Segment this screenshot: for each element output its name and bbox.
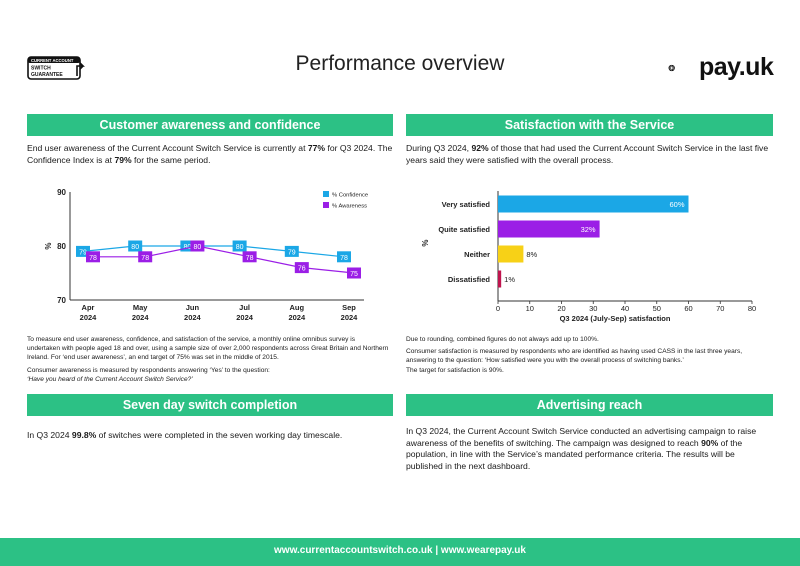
- x-tick-label-month: Apr: [82, 303, 95, 312]
- payuk-logo-text: pay.uk: [699, 53, 774, 81]
- x-tick-label: 70: [716, 304, 724, 313]
- satisfaction-bar-chart: 0 10 20 30 40 50 60 70 80 Q3 2024 (July-Sep) sati…: [421, 191, 756, 323]
- data-point-marker: [86, 251, 100, 263]
- data-label: 80: [131, 244, 139, 251]
- bar-value-label: 32%: [581, 225, 596, 234]
- data-label: 78: [89, 255, 97, 262]
- data-label: 78: [141, 255, 149, 262]
- cass-logo-line-3: GUARANTEE: [31, 72, 63, 78]
- y-tick-label: 80: [57, 242, 66, 251]
- data-point-marker: [128, 240, 143, 252]
- x-tick-label: 40: [621, 304, 629, 313]
- x-tick-label-year: 2024: [80, 313, 98, 322]
- legend-swatch: [323, 202, 329, 208]
- awareness-method-note: To measure end user awareness, confidenc…: [27, 336, 389, 361]
- series-line-confidence: [82, 245, 345, 258]
- switch-completion-value: 99.8%: [71, 430, 97, 440]
- data-point-marker: [242, 251, 257, 263]
- category-label: Very satisfied: [442, 200, 491, 209]
- advertising-target-value: 90%: [701, 437, 719, 448]
- category-label: Neither: [464, 250, 490, 259]
- legend-label: % Confidence: [332, 193, 368, 199]
- x-tick-label-year: 2024: [288, 313, 306, 322]
- x-tick-label: 30: [589, 304, 597, 313]
- category-label: Quite satisfied: [438, 225, 490, 234]
- bar: [498, 220, 600, 238]
- category-label: Dissatisfied: [448, 275, 491, 284]
- data-point-marker: [284, 245, 299, 257]
- bar: [498, 245, 524, 263]
- y-axis-label: %: [421, 239, 430, 246]
- x-tick-label-month: Sep: [342, 303, 356, 312]
- cass-guarantee-logo: CURRENT ACCOUNT SWITCH GUARANTEE: [27, 56, 85, 80]
- bar-value-label: 8%: [526, 250, 537, 259]
- data-point-marker: [294, 262, 309, 274]
- x-tick-label: 20: [557, 304, 565, 313]
- bar-value-label: 60%: [669, 200, 684, 209]
- bar: [498, 195, 689, 213]
- section-heading-awareness: Customer awareness and confidence: [27, 114, 393, 136]
- page-title: Performance overview: [295, 52, 505, 75]
- data-point-marker: [76, 245, 90, 257]
- x-tick-label-year: 2024: [341, 313, 359, 322]
- legend-label: % Awareness: [332, 204, 367, 210]
- satisfaction-value: 92%: [471, 143, 489, 153]
- x-tick-label: 10: [526, 304, 534, 313]
- data-label: 78: [246, 255, 254, 262]
- switch-intro: In Q3 2024 99.8% of switches were comple…: [27, 430, 343, 440]
- x-tick-label-year: 2024: [236, 313, 254, 322]
- y-axis-label: %: [44, 242, 53, 249]
- payuk-logo-mark: [668, 64, 675, 72]
- x-tick-label-month: Jun: [186, 303, 200, 312]
- y-tick-label: 70: [57, 296, 66, 305]
- footer-bar: [0, 538, 800, 566]
- x-tick-label: 0: [496, 304, 500, 313]
- confidence-value: 79%: [114, 154, 132, 165]
- satisfaction-method-note: Consumer satisfaction is measured by res…: [406, 348, 743, 364]
- awareness-question-note: Consumer awareness is measured by respon…: [27, 367, 270, 374]
- satisfaction-rounding-note: Due to rounding, combined figures do not…: [406, 336, 599, 343]
- x-tick-label-month: Jul: [239, 303, 250, 312]
- data-point-marker: [347, 267, 361, 279]
- bar-value-label: 1%: [504, 275, 515, 284]
- awareness-value: 77%: [307, 143, 326, 153]
- x-tick-label-month: Aug: [290, 303, 305, 312]
- advertising-intro: In Q3 2024, the Current Account Switch S…: [406, 426, 757, 471]
- x-tick-label-month: May: [133, 303, 148, 312]
- data-point-marker: [180, 240, 195, 252]
- y-tick-label: 90: [57, 188, 66, 197]
- satisfaction-intro: During Q3 2024, 92% of those that had us…: [406, 143, 769, 165]
- x-tick-label-year: 2024: [184, 313, 202, 322]
- series-line-awareness: [93, 245, 355, 274]
- legend-swatch: [323, 191, 329, 197]
- x-tick-label-year: 2024: [132, 313, 150, 322]
- satisfaction-target-note: The target for satisfaction is 90%.: [406, 367, 504, 374]
- data-label: 80: [194, 244, 202, 251]
- awareness-intro: End user awareness of the Current Accoun…: [27, 143, 393, 165]
- data-point-marker: [190, 240, 205, 252]
- data-label: 79: [79, 249, 87, 256]
- awareness-confidence-line-chart: 708090%Apr2024May2024Jun2024Jul2024Aug20…: [44, 188, 368, 322]
- data-point-marker: [138, 251, 153, 263]
- bar: [498, 270, 502, 288]
- section-heading-advertising: Advertising reach: [406, 394, 773, 416]
- awareness-question: ‘Have you heard of the Current Account S…: [27, 376, 193, 383]
- data-point-marker: [232, 240, 247, 252]
- data-label: 80: [236, 244, 244, 251]
- data-point-marker: [337, 251, 351, 263]
- data-label: 75: [350, 271, 358, 278]
- x-tick-label: 60: [684, 304, 692, 313]
- footer-links[interactable]: www.currentaccountswitch.co.uk | www.wea…: [274, 545, 526, 556]
- section-heading-switch: Seven day switch completion: [27, 394, 393, 416]
- data-label: 78: [340, 255, 348, 262]
- x-tick-label: 80: [748, 304, 756, 313]
- data-label: 79: [288, 249, 296, 256]
- data-label: 76: [298, 266, 306, 273]
- section-heading-satisfaction: Satisfaction with the Service: [406, 114, 773, 136]
- cass-logo-line-1: CURRENT ACCOUNT: [31, 58, 74, 63]
- x-tick-label: 50: [653, 304, 661, 313]
- cass-logo-line-2: SWITCH: [31, 66, 51, 72]
- x-axis-label: Q3 2024 (July-Sep) satisfaction: [560, 314, 671, 323]
